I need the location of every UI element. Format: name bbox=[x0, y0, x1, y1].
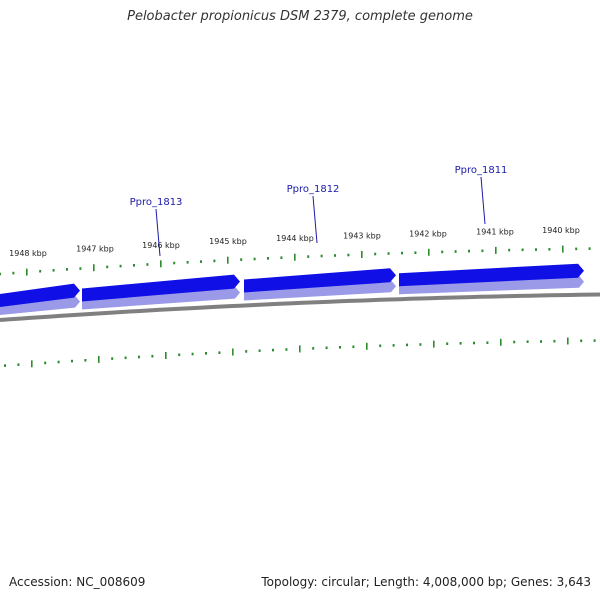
map-title: Pelobacter propionicus DSM 2379, complet… bbox=[127, 9, 473, 24]
gene-arrow-shadow bbox=[0, 295, 80, 315]
scale-label: 1945 kbp bbox=[209, 237, 247, 246]
gene-arrow[interactable] bbox=[244, 268, 396, 293]
scale-label: 1944 kbp bbox=[276, 234, 314, 243]
gene-arrow-shadow bbox=[244, 280, 396, 301]
scale-label: 1948 kbp bbox=[9, 249, 47, 258]
gene-track bbox=[0, 263, 584, 315]
gene-label[interactable]: Ppro_1812 bbox=[287, 184, 340, 195]
scale-label: 1946 kbp bbox=[142, 241, 180, 250]
scale-label: 1940 kbp bbox=[542, 226, 580, 235]
scale-label: 1943 kbp bbox=[343, 232, 381, 241]
inner-scale-ticks bbox=[4, 337, 596, 368]
gene-arrow[interactable] bbox=[0, 283, 80, 307]
gene-leader-line bbox=[312, 195, 318, 244]
gene-arrow-shadow bbox=[82, 286, 240, 310]
scale-label: 1942 kbp bbox=[409, 229, 447, 238]
gene-leader-line bbox=[480, 176, 486, 225]
scale-labels: 1948 kbp 1947 kbp 1946 kbp 1945 kbp 1944 kbp… bbox=[9, 226, 580, 258]
genome-summary: Topology: circular; Length: 4,008,000 bp… bbox=[261, 575, 591, 589]
gene-arrow[interactable] bbox=[399, 263, 584, 287]
outer-scale-ticks bbox=[0, 245, 591, 276]
gene-label[interactable]: Ppro_1813 bbox=[130, 197, 183, 208]
scale-label: 1941 kbp bbox=[476, 228, 514, 237]
accession-label: Accession: NC_008609 bbox=[9, 575, 146, 589]
genome-backbone bbox=[0, 292, 600, 322]
scale-label: 1947 kbp bbox=[76, 245, 114, 254]
gene-arrow[interactable] bbox=[82, 274, 240, 302]
gene-labels: Ppro_1813 Ppro_1812 Ppro_1811 bbox=[130, 165, 508, 257]
gene-leader-line bbox=[155, 208, 161, 257]
gene-arrow-shadow bbox=[399, 275, 584, 295]
gene-label[interactable]: Ppro_1811 bbox=[455, 165, 508, 176]
